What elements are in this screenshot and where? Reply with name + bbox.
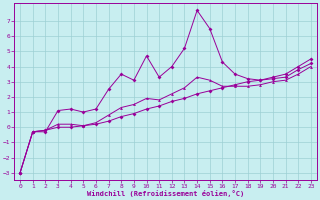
X-axis label: Windchill (Refroidissement éolien,°C): Windchill (Refroidissement éolien,°C) [87, 190, 244, 197]
